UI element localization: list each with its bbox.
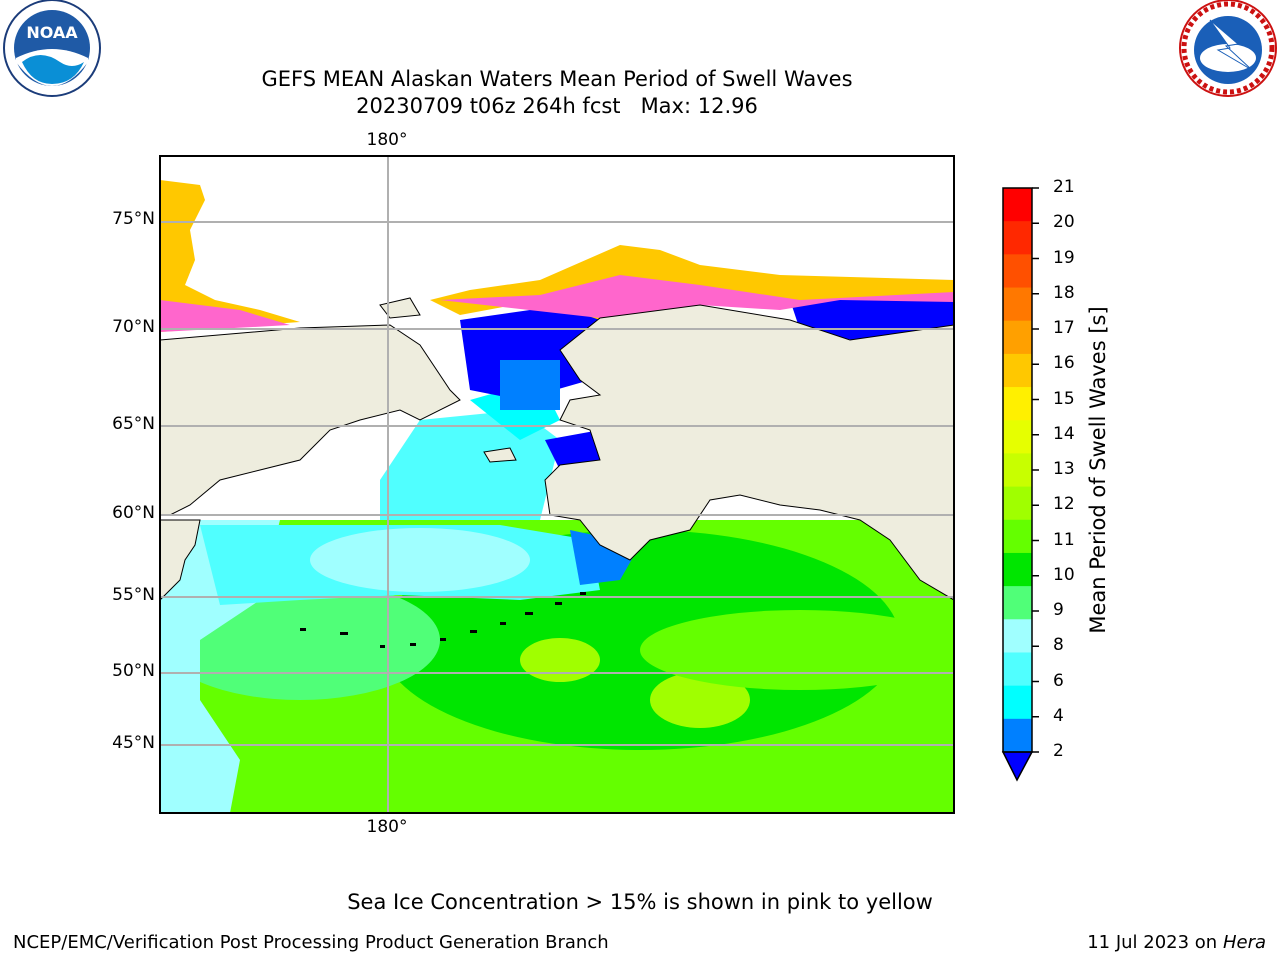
colorbar-segment [1003, 188, 1032, 222]
alaska-land [544, 304, 954, 601]
colorbar-under-arrow [1001, 751, 1034, 782]
wrangel-island [379, 297, 421, 319]
colorbar-tick-label: 2 [1053, 741, 1064, 761]
colorbar-segment [1003, 353, 1032, 388]
lat-label-65n: 65°N [112, 414, 155, 434]
colorbar-segment [1003, 519, 1032, 554]
colorbar-tick-label: 15 [1053, 388, 1075, 409]
colorbar-tick-label: 21 [1053, 177, 1075, 197]
colorbar-segment [1003, 287, 1032, 322]
colorbar-tick-label: 6 [1053, 670, 1064, 691]
norton-sound-swell [380, 410, 560, 520]
lon-label-top: 180° [366, 130, 408, 150]
lat-label-75n: 75°N [112, 209, 155, 229]
footer-producer: NCEP/EMC/Verification Post Processing Pr… [13, 932, 609, 953]
colorbar-tick-label: 14 [1053, 423, 1075, 444]
colorbar-segment [1003, 221, 1032, 255]
colorbar-tick-label: 17 [1053, 318, 1075, 338]
noaa-logo-text: NOAA [26, 23, 78, 42]
nws-logo [1179, 0, 1277, 97]
lat-label-70n: 70°N [112, 317, 155, 337]
footer-date: 11 Jul 2023 on Hera [1087, 932, 1266, 953]
lat-label-55n: 55°N [112, 585, 155, 605]
colorbar-segment [1003, 718, 1032, 753]
noaa-logo: NOAA [3, 0, 101, 97]
sea-ice-west [160, 180, 300, 332]
swell-region-12s [650, 672, 750, 728]
colorbar-segment [1003, 420, 1032, 454]
map-frame [159, 155, 955, 814]
colorbar-tick-label: 10 [1053, 564, 1075, 585]
colorbar-segment [1003, 486, 1032, 521]
colorbar-tick-label: 18 [1053, 282, 1075, 303]
colorbar-tick-label: 8 [1053, 635, 1064, 656]
swell-region-12s [520, 638, 600, 682]
footer-date-text: 11 Jul 2023 on [1087, 932, 1223, 953]
chart-subtitle: 20230709 t06z 264h fcst Max: 12.96 [356, 94, 758, 118]
colorbar-tick-label: 20 [1053, 212, 1075, 233]
map-panel [160, 156, 954, 813]
colorbar-segment [1003, 387, 1032, 421]
lon-label-bottom: 180° [366, 817, 408, 837]
aleutian-islands [300, 592, 586, 648]
kamchatka-land [160, 519, 201, 601]
colorbar-segment [1003, 619, 1032, 653]
lat-label-45n: 45°N [112, 733, 155, 753]
sea-ice-note: Sea Ice Concentration > 15% is shown in … [347, 890, 933, 914]
coastal-low [545, 430, 600, 470]
sea-ice-west-edge [160, 300, 290, 332]
kotzebue-sound-swell [500, 360, 560, 410]
colorbar-tick-label: 13 [1053, 459, 1075, 479]
colorbar-tick-label: 19 [1053, 247, 1075, 268]
colorbar-tick-label: 9 [1053, 600, 1064, 620]
lat-label-50n: 50°N [112, 661, 155, 681]
colorbar-segment [1003, 552, 1032, 587]
sea-ice-edge [440, 275, 954, 318]
st-lawrence-island [483, 447, 517, 463]
colorbar-segment [1003, 685, 1032, 720]
siberia-land [160, 324, 461, 516]
colorbar-segment [1003, 652, 1032, 687]
swell-region-8s [310, 528, 530, 592]
footer-machine: Hera [1222, 932, 1266, 953]
colorbar-tick-label: 4 [1053, 705, 1064, 726]
colorbar-tick-label: 16 [1053, 353, 1075, 374]
chukchi-sea-low [460, 300, 600, 400]
graticule [160, 156, 954, 813]
colorbar-segment [1003, 320, 1032, 355]
chart-title: GEFS MEAN Alaskan Waters Mean Period of … [261, 67, 853, 91]
colorbar-tick-label: 12 [1053, 494, 1075, 515]
colorbar-segment [1003, 254, 1032, 289]
swell-region-11s [640, 610, 954, 690]
colorbar-segment [1003, 453, 1032, 488]
colorbar-tick-label: 11 [1053, 529, 1075, 550]
colorbar-label: Mean Period of Swell Waves [s] [1086, 306, 1110, 634]
lat-label-60n: 60°N [112, 503, 155, 523]
colorbar-segment [1003, 586, 1032, 620]
colorbar [1003, 188, 1032, 753]
